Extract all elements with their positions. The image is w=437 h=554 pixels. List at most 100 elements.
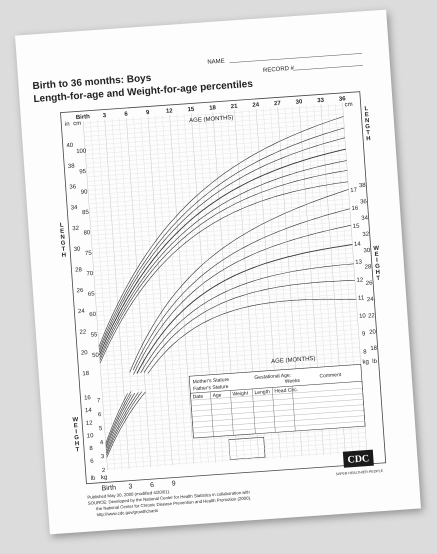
age-tick: 9 [146, 110, 150, 116]
grid-line [86, 145, 345, 163]
table-col: Length [254, 389, 270, 396]
kg-tick: 10 [359, 313, 367, 319]
grid-line [119, 119, 143, 468]
grid-line [90, 195, 349, 213]
record-line [293, 65, 363, 70]
grid-line [141, 117, 165, 466]
lb-tick: 26 [366, 281, 374, 287]
grid-line [93, 244, 352, 262]
cm-tick: 100 [76, 148, 87, 155]
low-lb-tick: 16 [84, 395, 92, 401]
grid-line [85, 123, 344, 141]
grid-line [162, 115, 186, 464]
low-lb-label: lb [91, 476, 97, 482]
cdc-slogan: SAFER·HEALTHIER·PEOPLE [336, 469, 384, 476]
grid-line [100, 338, 359, 356]
age-label: AGE (MONTHS) [189, 115, 234, 124]
in-tick: 28 [75, 267, 83, 273]
kg-tick: 12 [356, 277, 364, 283]
grid-line [98, 320, 357, 338]
grid-line [88, 172, 347, 190]
grid-line [89, 181, 348, 199]
low-kg-tick: 4 [100, 440, 104, 446]
kg-tick: 17 [350, 188, 358, 194]
weeks-label: Weeks [285, 378, 301, 385]
cm-label: cm [73, 121, 81, 128]
grid-line [85, 136, 344, 154]
low-kg-tick: 6 [98, 412, 102, 418]
kg-tick: 8 [363, 349, 367, 355]
low-lb-tick: 12 [86, 420, 94, 426]
in-tick: 24 [78, 309, 86, 315]
grid-line [94, 262, 353, 280]
grid-line [83, 121, 107, 470]
low-lb-tick: 10 [87, 433, 95, 439]
grid-line [94, 253, 353, 271]
in-tick: 26 [76, 288, 84, 294]
low-lb-tick: 14 [85, 408, 93, 414]
weight-word: WEIGHT [373, 246, 382, 282]
name-label: NAME [207, 59, 225, 66]
low-kg-label: kg [101, 475, 108, 481]
grid-line [96, 284, 355, 302]
cm-label-right: cm [344, 102, 352, 109]
lb-label: lb [372, 359, 378, 365]
in-tick: 32 [72, 226, 80, 232]
age-tick: 27 [274, 101, 282, 107]
in-tick: 40 [66, 143, 74, 149]
low-lb-tick: 6 [90, 459, 94, 465]
grid-line [86, 141, 345, 159]
cm-tick: 55 [91, 332, 99, 338]
cm-tick: 65 [88, 291, 96, 297]
cdc-logo: CDC [347, 453, 369, 465]
kg-tick: 13 [355, 259, 363, 265]
low-kg-tick: 5 [99, 426, 103, 432]
kg-tick: 11 [358, 295, 365, 301]
in-tick: 20 [81, 350, 89, 356]
cm-tick: 70 [86, 271, 94, 277]
cm-tick: 85 [82, 210, 90, 216]
table-col: Weight [232, 390, 248, 397]
lb-tick: 18 [370, 346, 378, 352]
grid-line [88, 168, 347, 186]
grid-line [91, 208, 350, 226]
in-tick: 36 [69, 184, 77, 190]
age-tick: 3 [103, 113, 107, 119]
in-tick: 38 [68, 164, 76, 170]
paper: Birth to 36 months: Boys Length-for-age … [15, 10, 421, 535]
length-word-right: LENGTH [363, 106, 371, 142]
lb-tick: 36 [360, 199, 368, 205]
grid-line [85, 132, 344, 150]
record-table: Mother's StatureFather's StatureGestatio… [189, 364, 365, 438]
cdc-box [229, 437, 265, 459]
grid-line [170, 115, 194, 464]
in-tick: 34 [71, 205, 79, 211]
in-tick: 30 [74, 246, 82, 252]
age-tick: 24 [252, 102, 260, 108]
grid-line [92, 231, 351, 249]
bottom-age-tick: 6 [150, 482, 154, 489]
bottom-age-tick: 3 [128, 483, 132, 490]
age-tick: 30 [295, 99, 303, 105]
cm-tick: 80 [83, 230, 91, 236]
age-tick: 33 [317, 98, 325, 104]
grid-line [98, 311, 357, 329]
grid-line [126, 118, 150, 467]
weight-word-left: WEIGHT [72, 417, 81, 453]
lb-tick: 20 [369, 329, 377, 335]
grid-line [99, 325, 358, 343]
lb-tick: 22 [368, 313, 376, 319]
record-label: RECORD # [263, 66, 295, 74]
grid-line [92, 226, 351, 244]
length-word: LENGTH [59, 223, 67, 259]
cm-tick: 90 [81, 189, 89, 195]
lb-tick: 28 [365, 264, 373, 270]
grid-line [99, 329, 358, 347]
grid-line [90, 204, 349, 222]
grid-line [90, 199, 349, 217]
grid-line [97, 302, 356, 320]
lb-tick: 24 [367, 297, 375, 303]
in-tick: 22 [79, 329, 87, 335]
lb-tick: 32 [362, 232, 370, 238]
page: Birth to 36 months: Boys Length-for-age … [0, 0, 437, 554]
